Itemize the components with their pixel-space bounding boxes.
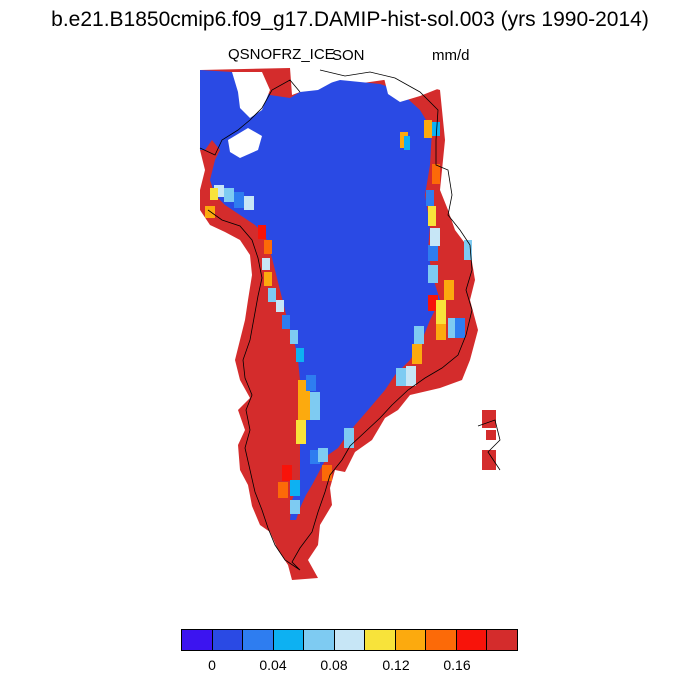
- colorbar-bin: [182, 630, 213, 650]
- coastline: [199, 69, 473, 571]
- units-label: mm/d: [432, 47, 470, 64]
- colorbar-bin: [456, 630, 488, 650]
- colorbar-bin: [334, 630, 366, 650]
- colorbar-bin: [304, 630, 335, 650]
- greenland-map: [199, 68, 501, 580]
- colorbar-bin: [426, 630, 457, 650]
- void-northwest: [228, 128, 262, 158]
- variable-label: QSNOFRZ_ICE: [228, 46, 335, 63]
- colorbar-bin: [243, 630, 274, 650]
- colorbar: [181, 629, 518, 651]
- void-north-1: [232, 72, 270, 118]
- colorbar-bin: [273, 630, 305, 650]
- colorbar-label: 0.08: [320, 657, 348, 673]
- colorbar-bin: [212, 630, 244, 650]
- season-label: SON: [332, 47, 365, 64]
- colorbar-bin: [487, 630, 518, 650]
- colorbar-bin: [365, 630, 396, 650]
- colorbar-label: 0: [208, 657, 216, 673]
- void-north-3: [382, 70, 440, 102]
- void-east-1: [446, 150, 470, 225]
- edge-cells: [205, 120, 472, 514]
- void-north-2: [292, 70, 340, 92]
- plot-title: b.e21.B1850cmip6.f09_g17.DAMIP-hist-sol.…: [51, 8, 649, 31]
- colorbar-label: 0.12: [382, 657, 410, 673]
- ice-sheet-region: [200, 70, 440, 520]
- east-island-outline: [477, 419, 501, 471]
- colorbar-label: 0.04: [259, 657, 287, 673]
- colorbar-bin: [395, 630, 427, 650]
- colorbar-label: 0.16: [443, 657, 471, 673]
